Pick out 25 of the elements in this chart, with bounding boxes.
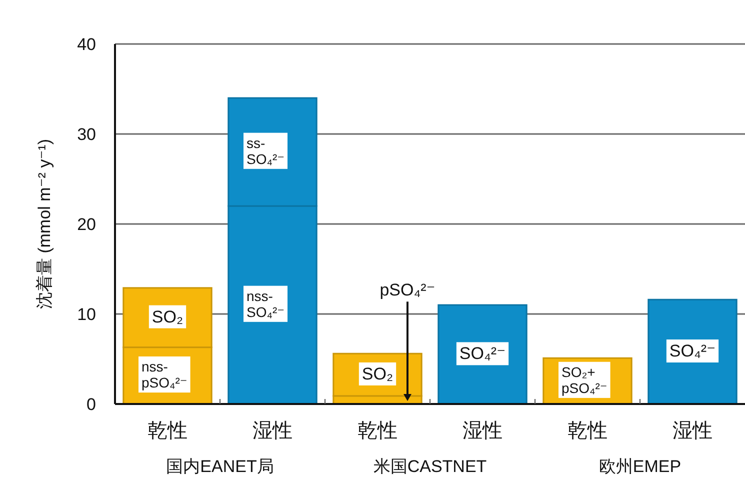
data-label: SO₂+pSO₄²⁻ [562,364,608,396]
y-tick-label: 40 [77,35,96,54]
y-axis-title: 沈着量 (mmol m⁻² y⁻¹) [35,139,54,309]
y-tick-label: 0 [86,395,96,414]
data-label: SO₂ [152,307,184,326]
text: 米国CASTNET [373,457,487,476]
x-tick-label: 乾性 [568,420,608,442]
data-label: SO₂ [362,364,394,384]
data-label: nss-SO₄²⁻ [246,288,284,320]
x-tick-label: 湿性 [672,420,712,442]
x-tick-label: 湿性 [252,420,292,442]
data-label: ss-SO₄²⁻ [246,134,284,167]
bar [648,298,738,405]
x-tick-label: 湿性 [462,420,502,442]
data-label: pSO₄²⁻ [380,280,436,300]
data-label: SO₄²⁻ [669,341,716,360]
y-tick-label: 10 [77,305,96,324]
text: 国内EANET局 [166,457,274,476]
data-label: SO₄²⁻ [459,344,506,364]
text: 欧州EMEP [598,457,682,476]
x-tick-label: 乾性 [148,420,188,442]
data-label: nss-pSO₄²⁻ [142,358,188,391]
y-tick-label: 20 [77,215,96,234]
y-tick-label: 30 [77,125,96,144]
x-tick-label: 乾性 [358,420,398,442]
